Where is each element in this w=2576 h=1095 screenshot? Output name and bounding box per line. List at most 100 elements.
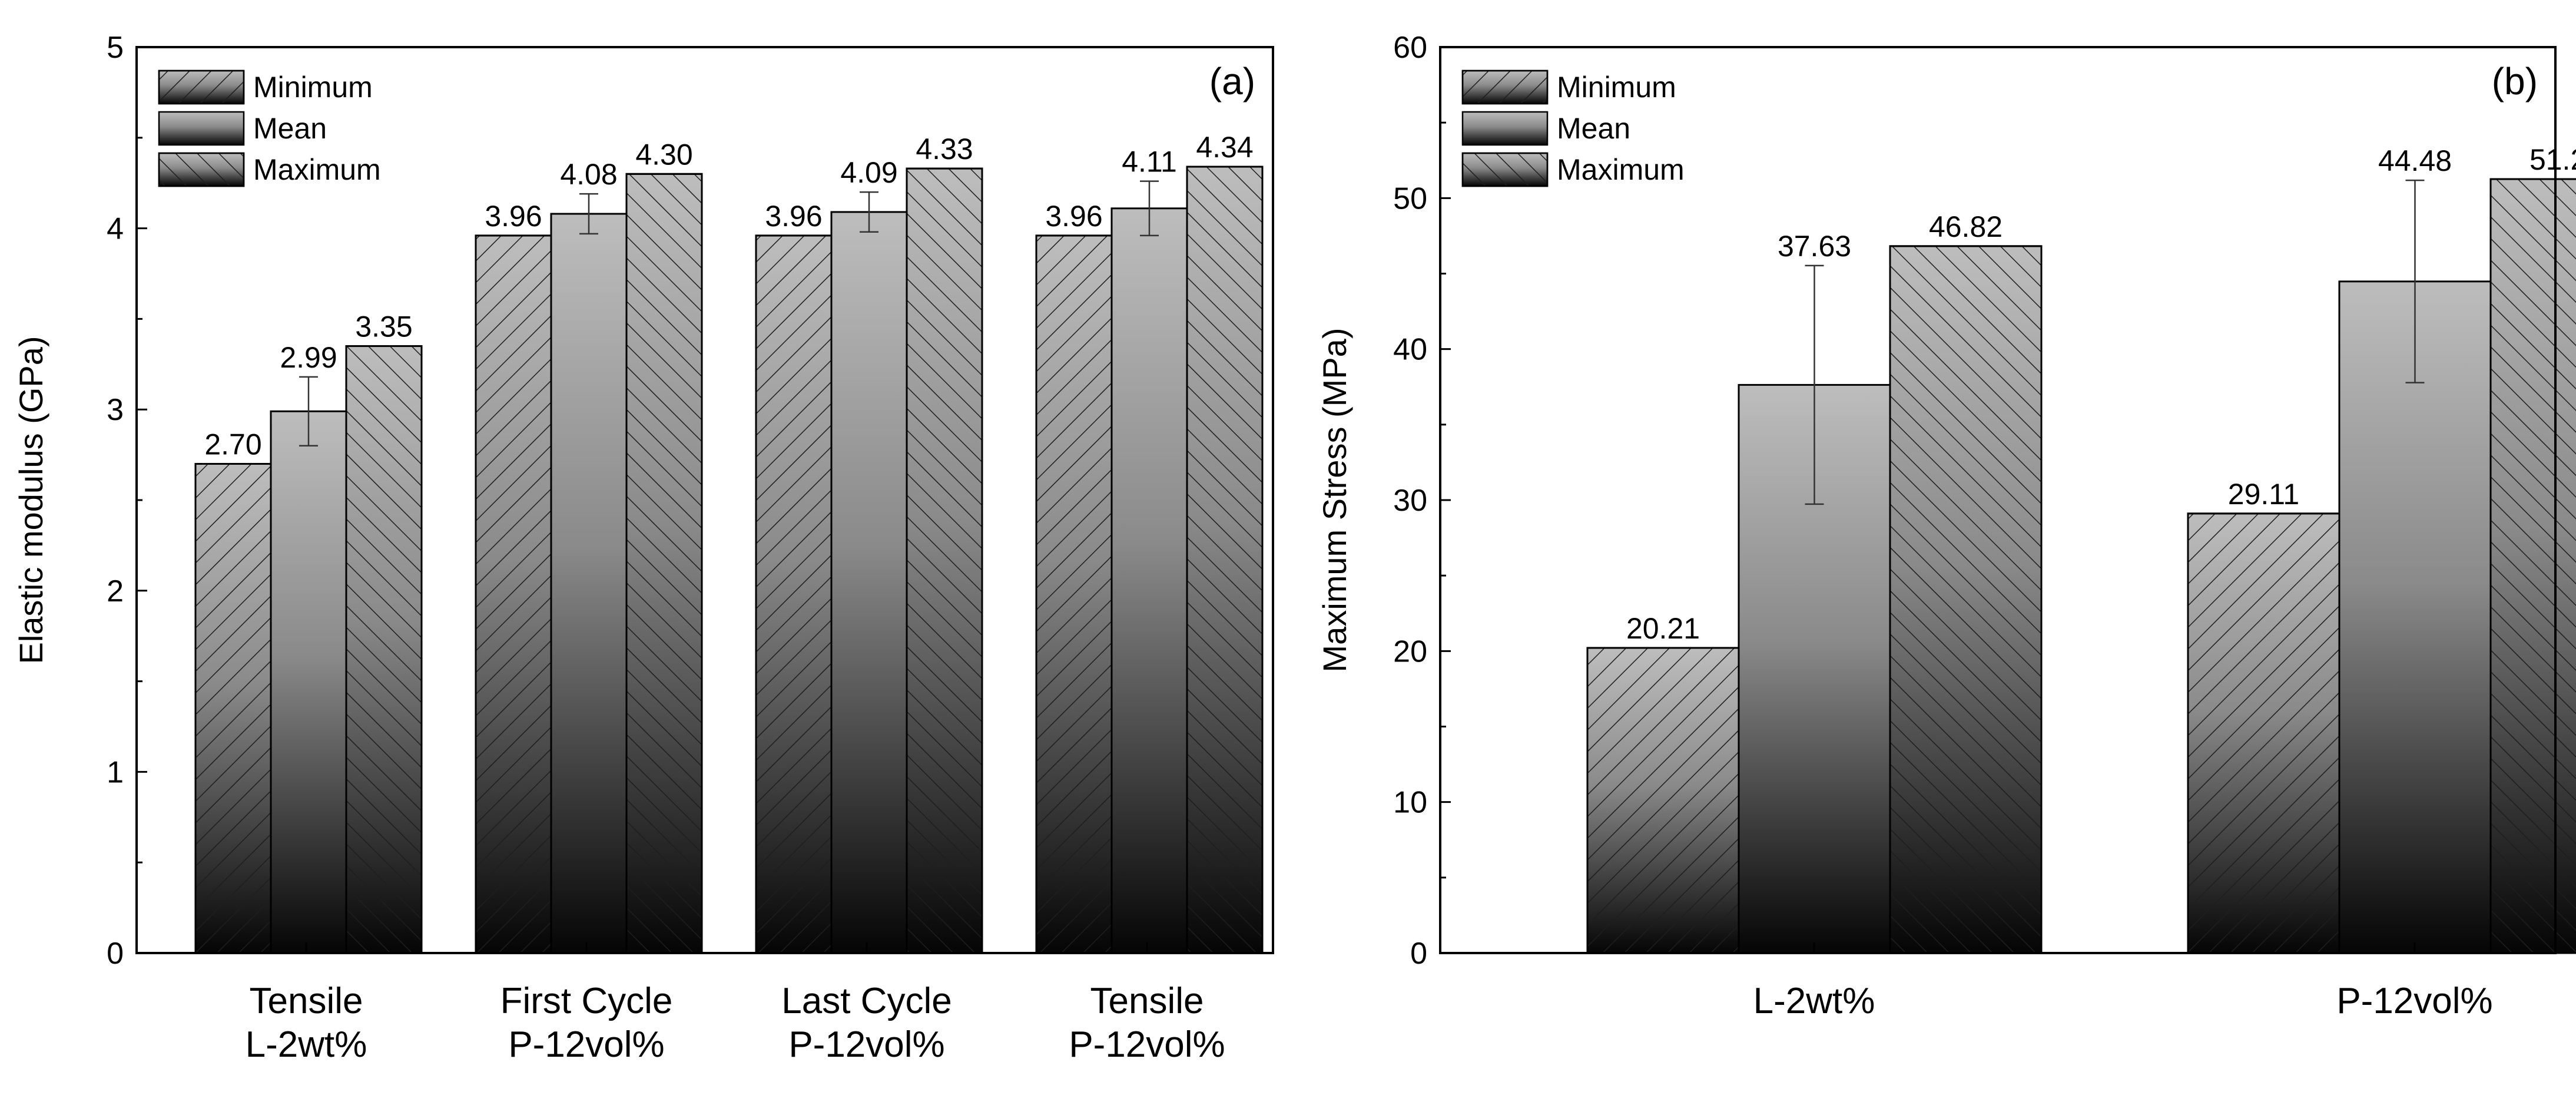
x-category-label: P-12vol% [508, 1024, 664, 1065]
error-bar [1140, 180, 1159, 237]
error-bar [860, 191, 878, 233]
bar-maximum [906, 167, 983, 954]
legend-label: Minimum [253, 71, 373, 104]
bar-hatch [345, 345, 423, 954]
error-bar [2405, 179, 2425, 383]
bar-fill [1110, 207, 1188, 954]
y-tick-label: 4 [107, 212, 124, 246]
bar-hatch [1186, 166, 1264, 954]
panel-b-x-categories: L-2wt% P-12vol% [1753, 942, 2493, 1021]
bar-minimum [1035, 234, 1113, 954]
panel-a-plot-frame [135, 46, 1274, 954]
y-tick-label: 20 [1393, 634, 1427, 669]
value-label: 44.48 [2378, 144, 2452, 177]
bar-minimum [755, 234, 833, 954]
chart-panel-a: 2.70 2.99 3.35 3.96 4.08 4.30 3.96 4.09 4.33 3.96… [12, 31, 1274, 1065]
error-bar [579, 193, 598, 235]
panel-b-plot-frame [1439, 46, 2557, 954]
bar-hatch [1889, 245, 2043, 954]
value-label: 2.99 [280, 341, 337, 374]
chart-panel-b: 20.21 37.63 46.82 29.11 44.48 51.26 0 10 20 30 40… [1316, 31, 2576, 1021]
bar-maximum [1889, 245, 2043, 954]
legend-swatch-hatch [158, 70, 245, 105]
bar-maximum [345, 345, 423, 954]
value-label: 4.08 [560, 158, 617, 191]
value-label: 3.96 [765, 200, 822, 233]
bar-minimum [475, 234, 552, 954]
value-label: 4.33 [916, 133, 973, 166]
bar-minimum [194, 462, 272, 954]
bar-fill [270, 410, 347, 954]
legend-item-minimum: Minimum [158, 70, 373, 105]
y-tick-label: 3 [107, 393, 124, 427]
value-label: 20.21 [1626, 612, 1700, 645]
bar-mean [550, 213, 628, 954]
legend-swatch-hatch [1461, 70, 1549, 105]
x-category-label: Last Cycle [781, 981, 952, 1021]
bar-minimum [2187, 512, 2340, 954]
legend-swatch-hatch [158, 152, 245, 187]
value-label: 46.82 [1929, 210, 2003, 243]
bar-fill [830, 211, 908, 954]
bar-minimum [1586, 647, 1740, 954]
bar-fill [550, 213, 628, 954]
x-category-label: P-12vol% [788, 1024, 944, 1065]
bar-mean [1110, 207, 1188, 954]
panel-b-y-ticks: 0 10 20 30 40 50 60 [1393, 31, 1451, 971]
panel-b-bars [1586, 178, 2576, 954]
value-label: 4.34 [1196, 131, 1253, 164]
bar-hatch [755, 234, 833, 954]
legend-swatch-hatch [1461, 152, 1549, 187]
bar-maximum [2489, 178, 2576, 954]
x-category-label: P-12vol% [2336, 981, 2492, 1021]
value-label: 2.70 [204, 428, 261, 461]
legend-item-mean: Mean [1461, 111, 1630, 146]
bar-hatch [1586, 647, 1740, 954]
panel-b-value-labels: 20.21 37.63 46.82 29.11 44.48 51.26 [1626, 143, 2576, 645]
y-tick-label: 50 [1393, 181, 1427, 216]
legend-item-maximum: Maximum [158, 152, 381, 187]
y-tick-label: 10 [1393, 786, 1427, 820]
value-label: 3.96 [485, 200, 542, 233]
value-label: 29.11 [2228, 478, 2299, 511]
x-category-label: Tensile [250, 981, 363, 1021]
y-tick-label: 0 [1410, 937, 1427, 971]
bar-hatch [2489, 178, 2576, 954]
bar-maximum [1186, 166, 1264, 954]
panel-b-error-bars [1805, 179, 2425, 505]
panel-a-label: (a) [1209, 60, 1255, 102]
value-label: 4.11 [1122, 145, 1177, 178]
x-category-label: First Cycle [500, 981, 673, 1021]
y-tick-label: 40 [1393, 333, 1427, 367]
panel-b-y-axis-label: Maximum Stress (MPa) [1316, 328, 1353, 673]
y-tick-label: 2 [107, 574, 124, 608]
bar-hatch [194, 462, 272, 954]
error-bar [1805, 264, 1824, 505]
legend-label: Mean [253, 112, 327, 145]
y-tick-label: 60 [1393, 31, 1427, 65]
y-tick-label: 5 [107, 31, 124, 65]
panel-b-label: (b) [2492, 60, 2538, 102]
legend-item-minimum: Minimum [1461, 70, 1676, 105]
panel-a-value-labels: 2.70 2.99 3.35 3.96 4.08 4.30 3.96 4.09 4.33 3.96… [204, 131, 1253, 461]
value-label: 4.09 [840, 156, 897, 189]
legend-label: Mean [1557, 112, 1630, 145]
bar-mean [270, 410, 347, 954]
bar-hatch [906, 167, 983, 954]
bar-hatch [475, 234, 552, 954]
legend-label: Maximum [1557, 153, 1685, 186]
panel-a-bars [194, 166, 1264, 954]
legend-label: Maximum [253, 153, 381, 186]
legend-item-maximum: Maximum [1461, 152, 1685, 187]
x-category-label: L-2wt% [1753, 981, 1875, 1021]
x-category-label: Tensile [1090, 981, 1204, 1021]
panel-a-legend: Minimum Mean Maximum [158, 70, 381, 187]
value-label: 51.26 [2529, 143, 2576, 176]
y-tick-label: 30 [1393, 484, 1427, 518]
value-label: 3.35 [355, 310, 412, 343]
panel-a-error-bars [299, 180, 1159, 446]
bar-hatch [625, 173, 703, 954]
bar-hatch [1035, 234, 1113, 954]
